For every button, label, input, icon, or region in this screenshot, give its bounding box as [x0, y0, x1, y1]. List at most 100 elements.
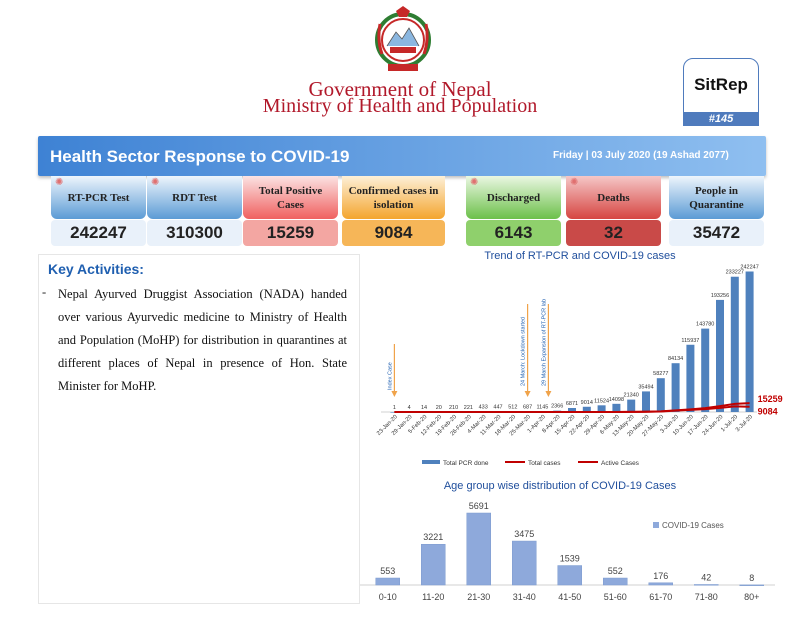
key-activities-panel: Key Activities: - Nepal Ayurved Druggist… — [38, 254, 360, 604]
age-bar — [375, 577, 400, 586]
total-cases-end-label: 15259 — [758, 394, 783, 404]
nepal-emblem-icon — [375, 6, 431, 71]
pcr-bar-label: 210 — [449, 405, 458, 411]
pcr-bar-label: 1145 — [536, 404, 548, 410]
age-tick-label: 31-40 — [513, 592, 536, 602]
stat-label: Discharged — [466, 176, 561, 219]
age-bar-value: 176 — [653, 571, 668, 581]
annotation-arrowhead — [391, 391, 398, 397]
pcr-bar — [612, 403, 621, 412]
pcr-bar-label: 84134 — [668, 356, 683, 362]
pcr-bar — [627, 399, 636, 412]
pcr-bar — [568, 408, 576, 412]
pcr-bar-label: 35494 — [638, 384, 653, 390]
active-cases-line — [394, 405, 750, 413]
title-banner: Health Sector Response to COVID-19 Frida… — [38, 136, 766, 176]
pcr-bar-label: 687 — [523, 405, 532, 411]
stat-value: 242247 — [51, 220, 146, 246]
age-tick-label: 71-80 — [695, 592, 718, 602]
pcr-bar-label: 143780 — [696, 322, 714, 328]
pcr-bar-label: 115937 — [681, 338, 699, 344]
pcr-bar — [701, 328, 710, 412]
stat-value: 6143 — [466, 220, 561, 246]
legend-label-active: Active Cases — [601, 460, 640, 467]
legend-label-pcr: Total PCR done — [443, 460, 489, 467]
pcr-bar-label: 9014 — [581, 400, 593, 406]
age-chart: 553 0-10 3221 11-20 5691 21-30 3475 31-40 1539 41… — [360, 501, 775, 602]
stat-discharged: Discharged ✺ 6143 — [466, 176, 561, 246]
age-tick-label: 11-20 — [422, 592, 444, 602]
annotation-label: 24 March: Lockdown started — [521, 317, 527, 386]
age-bar-value: 8 — [749, 573, 754, 583]
stat-value: 9084 — [342, 220, 445, 246]
age-bar — [694, 584, 719, 586]
age-tick-label: 21-30 — [467, 592, 490, 602]
active-cases-end-label: 9084 — [758, 407, 778, 417]
stat-label: Total Positive Cases — [243, 176, 338, 219]
stat-rdt: RDT Test ✺ 310300 — [147, 176, 242, 246]
pcr-bar-label: 4 — [408, 405, 411, 411]
gov-title: Government of Nepal — [308, 77, 492, 101]
age-bar — [739, 584, 764, 586]
pcr-bar-label: 2366 — [551, 404, 563, 410]
pcr-bar-label: 512 — [508, 405, 517, 411]
pcr-bar — [745, 271, 754, 412]
banner-date: Friday | 03 July 2020 (19 Ashad 2077) — [553, 150, 729, 161]
stat-value: 32 — [566, 220, 661, 246]
stat-rt-pcr: RT-PCR Test ✺ 242247 — [51, 176, 146, 246]
age-bar — [648, 582, 673, 586]
pcr-bar-label: 447 — [493, 405, 502, 411]
key-activities-text: Nepal Ayurved Druggist Association (NADA… — [58, 287, 347, 393]
legend-swatch-pcr — [422, 460, 440, 464]
stat-label: Deaths — [566, 176, 661, 219]
ministry-title: Ministry of Health and Population — [262, 95, 538, 117]
key-activities-title: Key Activities: — [48, 261, 144, 277]
pcr-bar-label: 14 — [421, 405, 427, 411]
age-bar — [603, 577, 628, 586]
pcr-bar-label: 221 — [464, 405, 473, 411]
virus-icon: ✺ — [570, 177, 579, 188]
bullet-marker: - — [42, 285, 47, 299]
age-bar-value: 5691 — [469, 501, 489, 511]
annotation-label: Index Case — [387, 362, 393, 390]
age-tick-label: 41-50 — [558, 592, 581, 602]
pcr-bar-label: 6871 — [566, 401, 578, 407]
age-bar-value: 3221 — [423, 532, 443, 542]
age-bar-value: 42 — [701, 572, 711, 582]
banner-title: Health Sector Response to COVID-19 — [50, 147, 350, 166]
stat-total-positive: Total Positive Cases 15259 — [243, 176, 338, 246]
pcr-bar-label: 433 — [479, 405, 488, 411]
stat-label: People in Quarantine — [669, 176, 764, 219]
age-bar — [512, 540, 537, 586]
pcr-bar — [642, 391, 650, 412]
pcr-bar — [730, 276, 739, 412]
annotation-label: 29 March Expansion of RT-PCR lab — [541, 299, 547, 386]
age-legend-swatch — [653, 522, 659, 528]
pcr-bar — [656, 378, 665, 412]
age-tick-label: 0-10 — [379, 592, 397, 602]
pcr-bar-label: 233227 — [726, 270, 744, 276]
stat-isolation: Confirmed cases in isolation 9084 — [342, 176, 445, 246]
pcr-bar-label: 242247 — [740, 264, 758, 270]
age-bar — [466, 512, 491, 586]
pcr-bar-label: 21340 — [624, 393, 639, 399]
pcr-bar — [582, 406, 591, 412]
pcr-bar-label: 14098 — [609, 397, 624, 403]
virus-icon: ✺ — [470, 177, 479, 188]
age-tick-label: 61-70 — [649, 592, 672, 602]
sitrep-badge: SitRep — [683, 58, 759, 113]
stat-label: RDT Test — [147, 176, 242, 219]
pcr-bar — [686, 344, 695, 412]
stat-value: 310300 — [147, 220, 242, 246]
trend-chart-title: Trend of RT-PCR and COVID-19 cases — [484, 250, 676, 262]
age-bar-value: 3475 — [514, 529, 534, 539]
stat-quarantine: People in Quarantine 35472 — [669, 176, 764, 246]
age-bar-value: 552 — [608, 566, 623, 576]
age-bar-value: 553 — [380, 566, 395, 576]
virus-icon: ✺ — [151, 177, 160, 188]
pcr-bar-label: 193256 — [711, 293, 729, 299]
age-bar — [421, 543, 446, 586]
stat-value: 15259 — [243, 220, 338, 246]
age-legend-label: COVID-19 Cases — [662, 521, 724, 530]
pcr-bar — [597, 405, 606, 412]
